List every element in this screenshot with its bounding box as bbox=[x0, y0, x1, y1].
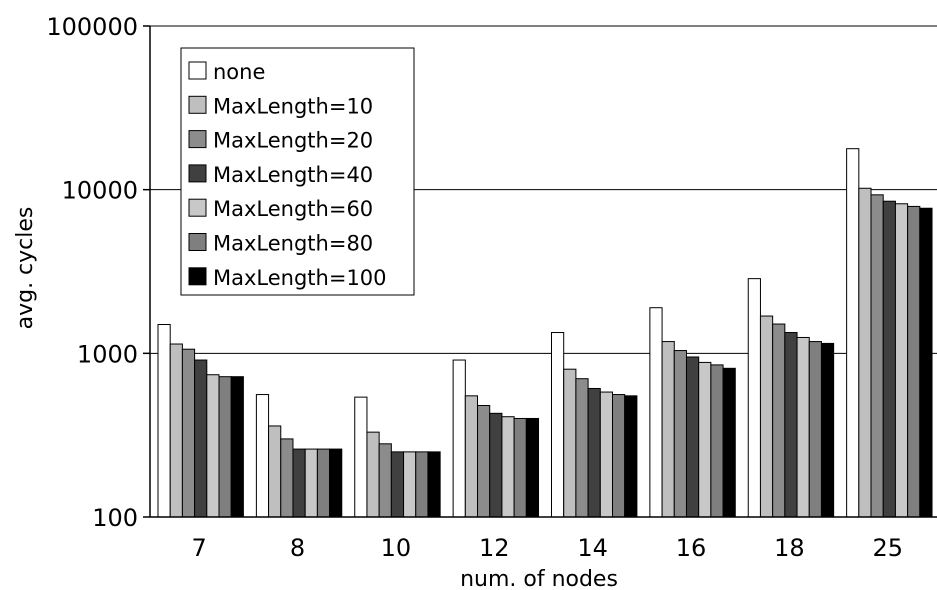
bar bbox=[477, 405, 491, 518]
legend-swatch bbox=[188, 130, 207, 149]
x-axis-title: num. of nodes bbox=[460, 567, 618, 590]
legend-label: none bbox=[213, 60, 265, 84]
bar bbox=[759, 315, 774, 518]
bar bbox=[525, 417, 540, 518]
legend-swatch bbox=[188, 233, 207, 251]
x-tick-label: 16 bbox=[676, 534, 707, 562]
x-tick-labels: 7 8 10 12 14 16 18 25 bbox=[192, 534, 904, 562]
bar bbox=[304, 448, 318, 518]
bar bbox=[919, 207, 933, 518]
bar bbox=[366, 431, 380, 518]
y-axis-title: avg. cycles bbox=[13, 207, 38, 330]
bar bbox=[698, 361, 712, 518]
bar bbox=[846, 148, 860, 518]
legend-label: MaxLength=20 bbox=[213, 129, 373, 153]
bar bbox=[882, 200, 896, 518]
legend-label: MaxLength=60 bbox=[213, 197, 373, 221]
legend-label: MaxLength=100 bbox=[213, 266, 387, 290]
bar bbox=[194, 359, 208, 518]
bar bbox=[722, 367, 736, 518]
bar bbox=[587, 387, 601, 518]
bar bbox=[427, 451, 441, 518]
y-tick-label: 100000 bbox=[46, 13, 138, 41]
bar bbox=[563, 368, 577, 518]
bar bbox=[390, 451, 405, 518]
bar bbox=[673, 350, 687, 518]
bar bbox=[649, 307, 663, 518]
legend-swatch bbox=[188, 267, 207, 286]
bar bbox=[685, 356, 700, 518]
x-tick-label: 25 bbox=[873, 534, 904, 562]
bar bbox=[169, 343, 183, 518]
bar bbox=[808, 341, 822, 518]
y-tick-labels: 100 1000 10000 100000 bbox=[46, 13, 138, 532]
legend-box bbox=[180, 47, 415, 296]
bar bbox=[206, 374, 220, 518]
x-tick-label: 18 bbox=[774, 534, 805, 562]
bar bbox=[747, 278, 761, 518]
x-tick-label: 8 bbox=[290, 534, 305, 562]
bar bbox=[280, 438, 294, 518]
y-tick-label: 1000 bbox=[77, 340, 138, 368]
y-tick-label: 100 bbox=[92, 504, 138, 532]
bar bbox=[255, 394, 270, 518]
legend-swatch bbox=[188, 198, 207, 217]
legend-label: MaxLength=10 bbox=[213, 94, 373, 118]
bar bbox=[772, 323, 786, 518]
legend-swatch bbox=[188, 164, 207, 183]
axes bbox=[143, 25, 937, 518]
bar bbox=[489, 412, 503, 518]
x-tick-label: 12 bbox=[479, 534, 510, 562]
bar bbox=[157, 324, 171, 518]
bar bbox=[513, 417, 527, 518]
bar bbox=[292, 448, 306, 518]
legend-swatch bbox=[188, 61, 207, 80]
bar bbox=[858, 187, 872, 518]
y-tick-label: 10000 bbox=[62, 177, 138, 205]
bar bbox=[551, 332, 565, 518]
x-tick-label: 7 bbox=[192, 534, 207, 562]
bar bbox=[403, 451, 417, 518]
legend-swatch bbox=[188, 95, 207, 114]
legend-label: MaxLength=40 bbox=[213, 163, 373, 187]
bar bbox=[796, 336, 810, 518]
bar bbox=[599, 391, 613, 518]
bar bbox=[415, 451, 429, 518]
bar bbox=[452, 359, 466, 518]
bar bbox=[710, 364, 724, 518]
bar bbox=[464, 395, 479, 518]
bar bbox=[894, 203, 909, 518]
bar bbox=[268, 425, 282, 518]
x-tick-label: 10 bbox=[381, 534, 412, 562]
bar bbox=[354, 396, 368, 518]
legend-label: MaxLength=80 bbox=[213, 232, 373, 256]
bar bbox=[329, 448, 343, 518]
bar bbox=[820, 342, 835, 518]
bar bbox=[230, 376, 244, 518]
bar bbox=[218, 376, 232, 518]
bar bbox=[575, 378, 589, 518]
bar bbox=[907, 205, 921, 518]
bar bbox=[316, 448, 331, 518]
bar bbox=[378, 443, 392, 518]
bar bbox=[612, 394, 626, 518]
bar bbox=[784, 332, 798, 518]
bar bbox=[870, 194, 884, 518]
bar bbox=[661, 341, 675, 518]
legend: none MaxLength=10 MaxLength=20 MaxLength=40… bbox=[180, 47, 415, 296]
x-tick-label: 14 bbox=[577, 534, 608, 562]
bar bbox=[501, 416, 515, 518]
bar bbox=[624, 395, 638, 518]
bar bbox=[181, 348, 196, 518]
